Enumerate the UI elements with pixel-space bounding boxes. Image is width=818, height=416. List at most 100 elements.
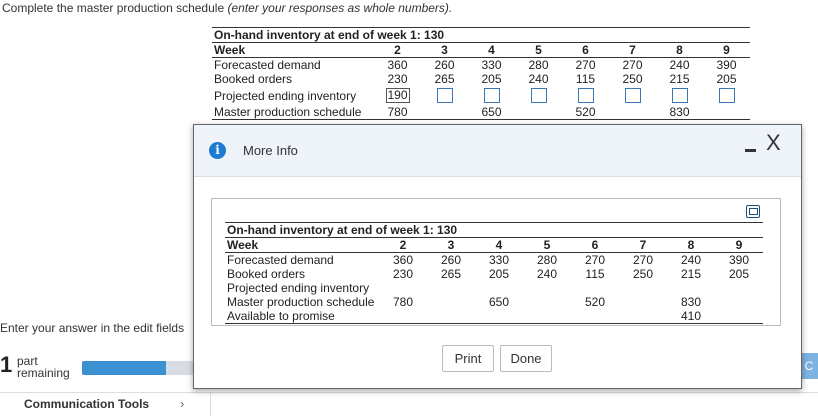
pei-label: Projected ending inventory bbox=[214, 88, 357, 103]
week-cell: 9 bbox=[703, 42, 750, 58]
forecast-cell: 330 bbox=[481, 58, 502, 72]
booked-cell: 115 bbox=[575, 72, 596, 86]
booked-cell: 205 bbox=[728, 267, 750, 281]
instructions-main: Complete the master production schedule bbox=[2, 1, 225, 15]
week-cell: 8 bbox=[667, 237, 715, 253]
dialog-title: More Info bbox=[243, 143, 298, 158]
forecast-row: Forecasted demand 360 260 330 280 270 27… bbox=[212, 58, 750, 73]
pei-input-week-3[interactable] bbox=[436, 88, 453, 104]
booked-cell: 230 bbox=[387, 72, 408, 86]
week-cell: 9 bbox=[715, 237, 763, 253]
mps-cell bbox=[427, 295, 475, 309]
chevron-right-icon[interactable]: › bbox=[180, 396, 185, 411]
mps-cell bbox=[715, 295, 763, 309]
mps-label: Master production schedule bbox=[212, 105, 374, 120]
dialog-header: i More Info X bbox=[194, 125, 801, 177]
booked-cell: 215 bbox=[669, 72, 690, 86]
forecast-row: Forecasted demand 360 260 330 280 270 27… bbox=[225, 253, 763, 268]
forecast-label: Forecasted demand bbox=[227, 253, 334, 267]
week-row: Week 2 3 4 5 6 7 8 9 bbox=[225, 237, 763, 253]
done-button[interactable]: Done bbox=[500, 345, 552, 372]
week-cell: 3 bbox=[421, 42, 468, 58]
week-cell: 4 bbox=[468, 42, 515, 58]
parts-count: 1 bbox=[0, 352, 13, 377]
check-answer-button[interactable]: C bbox=[800, 353, 818, 379]
pei-input-week-4[interactable] bbox=[483, 88, 500, 104]
booked-cell: 265 bbox=[434, 72, 455, 86]
pei-input-week-2[interactable]: 190 bbox=[385, 88, 410, 104]
mps-label: Master production schedule bbox=[227, 295, 375, 309]
forecast-cell: 240 bbox=[669, 58, 690, 72]
booked-cell: 250 bbox=[632, 267, 654, 281]
week-cell: 5 bbox=[515, 42, 562, 58]
mps-cell: 650 bbox=[488, 295, 510, 309]
copy-icon[interactable] bbox=[746, 205, 760, 218]
week-cell: 6 bbox=[571, 237, 619, 253]
pei-input-week-5[interactable] bbox=[530, 88, 547, 104]
forecast-cell: 260 bbox=[434, 58, 455, 72]
booked-row: Booked orders 230 265 205 240 115 250 21… bbox=[212, 72, 750, 86]
progress-bar bbox=[82, 361, 194, 375]
pei-input-week-8[interactable] bbox=[671, 88, 688, 104]
close-icon[interactable]: X bbox=[766, 130, 781, 155]
week-cell: 2 bbox=[379, 237, 427, 253]
communication-tools-link[interactable]: Communication Tools bbox=[24, 397, 150, 411]
atp-cell bbox=[715, 309, 763, 324]
forecast-cell: 280 bbox=[528, 58, 549, 72]
mps-cell bbox=[515, 105, 562, 120]
forecast-cell: 360 bbox=[392, 253, 414, 267]
mps-cell: 520 bbox=[562, 105, 609, 120]
week-cell: 4 bbox=[475, 237, 523, 253]
mps-cell bbox=[609, 105, 656, 120]
mps-row: Master production schedule 780 650 520 8… bbox=[225, 295, 763, 309]
atp-cell: 410 bbox=[667, 309, 715, 324]
forecast-cell: 280 bbox=[536, 253, 558, 267]
atp-cell bbox=[523, 309, 571, 324]
forecast-label: Forecasted demand bbox=[214, 58, 321, 72]
week-row: Week 2 3 4 5 6 7 8 9 bbox=[212, 42, 750, 58]
mps-cell: 780 bbox=[392, 295, 414, 309]
booked-label: Booked orders bbox=[227, 267, 306, 281]
forecast-cell: 330 bbox=[488, 253, 510, 267]
info-table: On-hand inventory at end of week 1: 130 … bbox=[225, 222, 763, 324]
atp-label: Available to promise bbox=[225, 309, 379, 324]
booked-label: Booked orders bbox=[214, 72, 293, 86]
week-cell: 6 bbox=[562, 42, 609, 58]
week-label: Week bbox=[225, 237, 379, 253]
week-cell: 8 bbox=[656, 42, 703, 58]
minimize-icon[interactable] bbox=[744, 139, 758, 155]
booked-cell: 240 bbox=[536, 267, 558, 281]
table-caption-row: On-hand inventory at end of week 1: 130 bbox=[225, 222, 763, 238]
booked-cell: 215 bbox=[680, 267, 702, 281]
pei-row: Projected ending inventory bbox=[225, 281, 763, 295]
mps-cell: 830 bbox=[680, 295, 702, 309]
week-cell: 3 bbox=[427, 237, 475, 253]
pei-input-week-9[interactable] bbox=[718, 88, 735, 104]
print-button[interactable]: Print bbox=[442, 345, 494, 372]
table-caption: On-hand inventory at end of week 1: 130 bbox=[212, 27, 750, 43]
forecast-cell: 270 bbox=[632, 253, 654, 267]
atp-cell bbox=[619, 309, 667, 324]
info-table-panel: On-hand inventory at end of week 1: 130 … bbox=[211, 198, 781, 326]
booked-cell: 265 bbox=[440, 267, 462, 281]
table-caption: On-hand inventory at end of week 1: 130 bbox=[225, 222, 763, 238]
forecast-cell: 270 bbox=[575, 58, 596, 72]
pei-input-week-7[interactable] bbox=[624, 88, 641, 104]
mps-row: Master production schedule 780 650 520 8… bbox=[212, 105, 750, 120]
week-cell: 5 bbox=[523, 237, 571, 253]
forecast-cell: 390 bbox=[728, 253, 750, 267]
atp-cell bbox=[475, 309, 523, 324]
pei-input-week-6[interactable] bbox=[577, 88, 594, 104]
mps-cell bbox=[619, 295, 667, 309]
instructions: Complete the master production schedule … bbox=[2, 1, 452, 15]
parts-word-remaining: remaining bbox=[17, 366, 70, 380]
enter-answer-hint: Enter your answer in the edit fields bbox=[0, 321, 185, 335]
forecast-cell: 260 bbox=[440, 253, 462, 267]
mps-cell: 520 bbox=[584, 295, 606, 309]
booked-cell: 205 bbox=[481, 72, 502, 86]
mps-cell: 780 bbox=[374, 105, 421, 120]
booked-cell: 240 bbox=[528, 72, 549, 86]
forecast-cell: 270 bbox=[584, 253, 606, 267]
mps-cell: 830 bbox=[656, 105, 703, 120]
booked-cell: 250 bbox=[622, 72, 643, 86]
